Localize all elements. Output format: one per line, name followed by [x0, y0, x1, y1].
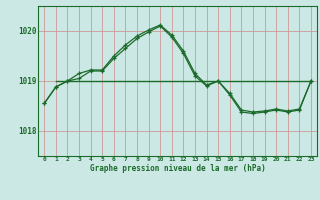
- X-axis label: Graphe pression niveau de la mer (hPa): Graphe pression niveau de la mer (hPa): [90, 164, 266, 173]
